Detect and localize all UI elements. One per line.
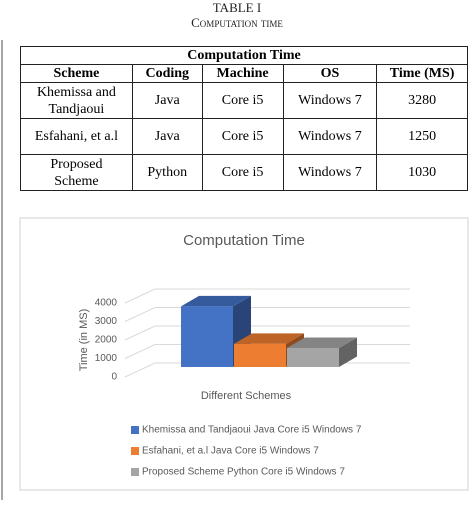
legend-label: Khemissa and Tandjaoui Java Core i5 Wind…: [142, 425, 362, 436]
table-cell: Core i5: [201, 118, 284, 155]
bar-top: [234, 333, 304, 344]
table-cell: Core i5: [201, 154, 284, 191]
table-cell: 3280: [376, 82, 468, 119]
table-row: Khemissa and Tandjaoui Java Core i5 Windows…: [20, 82, 468, 119]
y-axis-label: Time (in MS): [78, 309, 90, 372]
bar-top: [287, 337, 357, 348]
table-cell: Java: [131, 118, 203, 155]
table: Computation Time Scheme Coding Machine OS Ti…: [20, 46, 468, 191]
y-tick-label: 3000: [95, 316, 118, 327]
y-tick-label: 2000: [95, 335, 118, 346]
chart-title: Computation Time: [183, 232, 305, 249]
table-cell: Java: [131, 82, 203, 119]
legend-swatch: [131, 447, 139, 455]
table-cell: Python: [131, 154, 203, 191]
y-tick-label: 4000: [95, 298, 118, 309]
table-row: Esfahani, et a.l Java Core i5 Windows 7 1250: [20, 118, 468, 155]
table-cell: Esfahani, et a.l: [20, 118, 133, 155]
legend-swatch: [131, 426, 139, 434]
legend-label: Esfahani, et a.l Java Core i5 Windows 7: [142, 446, 319, 457]
grid-line: [124, 288, 410, 304]
x-axis-label: Different Schemes: [201, 390, 292, 402]
bar-side: [339, 337, 357, 367]
table-caption: Computation time: [191, 15, 283, 30]
table-cell: Windows 7: [282, 82, 378, 119]
y-tick-label: 0: [111, 372, 117, 383]
table-label: TABLE I: [212, 0, 262, 15]
table-cell: 1250: [376, 118, 468, 155]
column-header: Time (MS): [376, 64, 468, 83]
legend-swatch: [131, 468, 139, 476]
bar: [287, 347, 339, 367]
table-cell: Proposed Scheme: [20, 154, 133, 191]
table-row: Proposed Scheme Python Core i5 Windows 7 103…: [20, 154, 468, 191]
grid-line: [124, 307, 410, 322]
bar: [234, 343, 286, 367]
grid-line: [124, 325, 410, 341]
table-cell: Windows 7: [282, 118, 378, 155]
legend-label: Proposed Scheme Python Core i5 Windows 7: [142, 467, 345, 478]
table-cell: Windows 7: [282, 154, 378, 191]
table-cell: 1030: [376, 154, 468, 191]
table-cell: Khemissa and Tandjaoui: [20, 82, 133, 119]
bar-top: [181, 295, 251, 307]
bar: [181, 306, 233, 367]
y-tick-label: 1000: [95, 353, 118, 364]
